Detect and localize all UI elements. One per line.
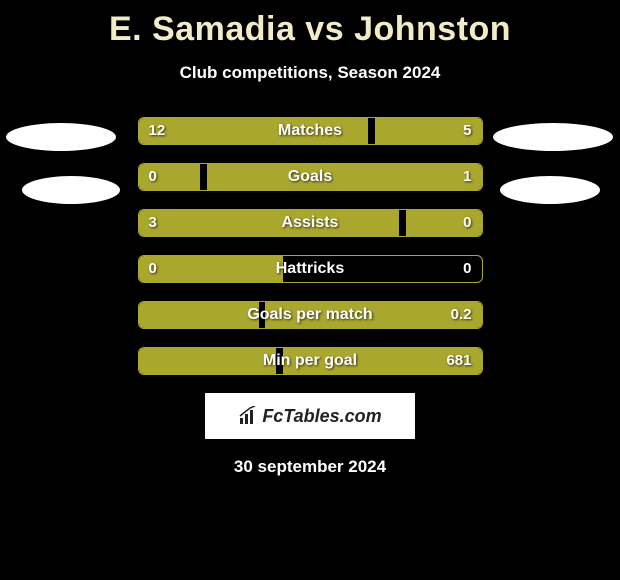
ellipse: [22, 176, 120, 204]
value-left: 12: [149, 118, 166, 144]
stat-row: 00Hattricks: [138, 255, 483, 283]
logo-box: FcTables.com: [205, 393, 415, 439]
value-right: 5: [463, 118, 471, 144]
value-right: 1: [463, 164, 471, 190]
stat-row: 125Matches: [138, 117, 483, 145]
stats-bars: 125Matches01Goals30Assists00Hattricks0.2…: [138, 117, 483, 375]
page-title: E. Samadia vs Johnston: [0, 0, 620, 49]
bar-left: [139, 256, 283, 282]
value-right: 0: [463, 256, 471, 282]
bar-left: [139, 302, 259, 328]
logo-text: FcTables.com: [262, 406, 381, 427]
bar-right: [207, 164, 481, 190]
bar-left: [139, 118, 369, 144]
value-left: 0: [149, 256, 157, 282]
value-right: 0.2: [451, 302, 472, 328]
logo: FcTables.com: [238, 406, 381, 427]
subtitle: Club competitions, Season 2024: [0, 63, 620, 83]
date: 30 september 2024: [0, 457, 620, 477]
stat-row: 30Assists: [138, 209, 483, 237]
value-right: 0: [463, 210, 471, 236]
bar-right: [265, 302, 481, 328]
ellipse: [500, 176, 600, 204]
value-left: 3: [149, 210, 157, 236]
value-left: 0: [149, 164, 157, 190]
ellipse: [6, 123, 116, 151]
bar-left: [139, 348, 276, 374]
stat-row: 681Min per goal: [138, 347, 483, 375]
bars-icon: [238, 406, 258, 426]
stat-row: 01Goals: [138, 163, 483, 191]
bar-left: [139, 210, 400, 236]
value-right: 681: [446, 348, 471, 374]
stat-row: 0.2Goals per match: [138, 301, 483, 329]
ellipse: [493, 123, 613, 151]
